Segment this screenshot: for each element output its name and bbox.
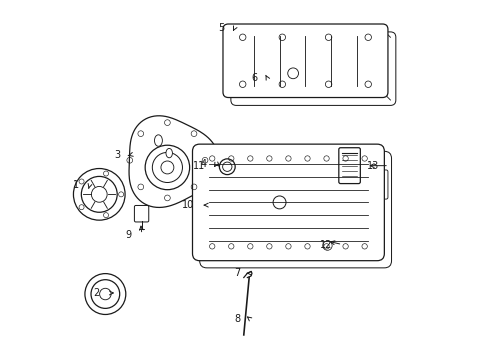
Text: 8: 8 [234,314,240,324]
FancyBboxPatch shape [223,24,387,98]
FancyBboxPatch shape [230,32,395,105]
Text: 12: 12 [319,239,332,249]
Text: 7: 7 [233,268,240,278]
Text: 2: 2 [93,288,99,298]
Text: 3: 3 [114,150,121,160]
FancyBboxPatch shape [371,170,387,199]
Text: 9: 9 [125,230,132,239]
Ellipse shape [154,135,162,146]
Text: 11: 11 [192,161,204,171]
Text: 6: 6 [250,73,257,83]
FancyBboxPatch shape [199,151,391,268]
Text: 10: 10 [182,200,194,210]
FancyBboxPatch shape [134,206,148,222]
FancyBboxPatch shape [338,148,360,184]
Text: 1: 1 [73,180,80,190]
Ellipse shape [165,148,172,158]
FancyBboxPatch shape [192,144,384,261]
FancyBboxPatch shape [199,149,214,171]
Text: 5: 5 [218,23,224,33]
Text: 13: 13 [366,161,378,171]
Text: 4: 4 [200,159,206,169]
